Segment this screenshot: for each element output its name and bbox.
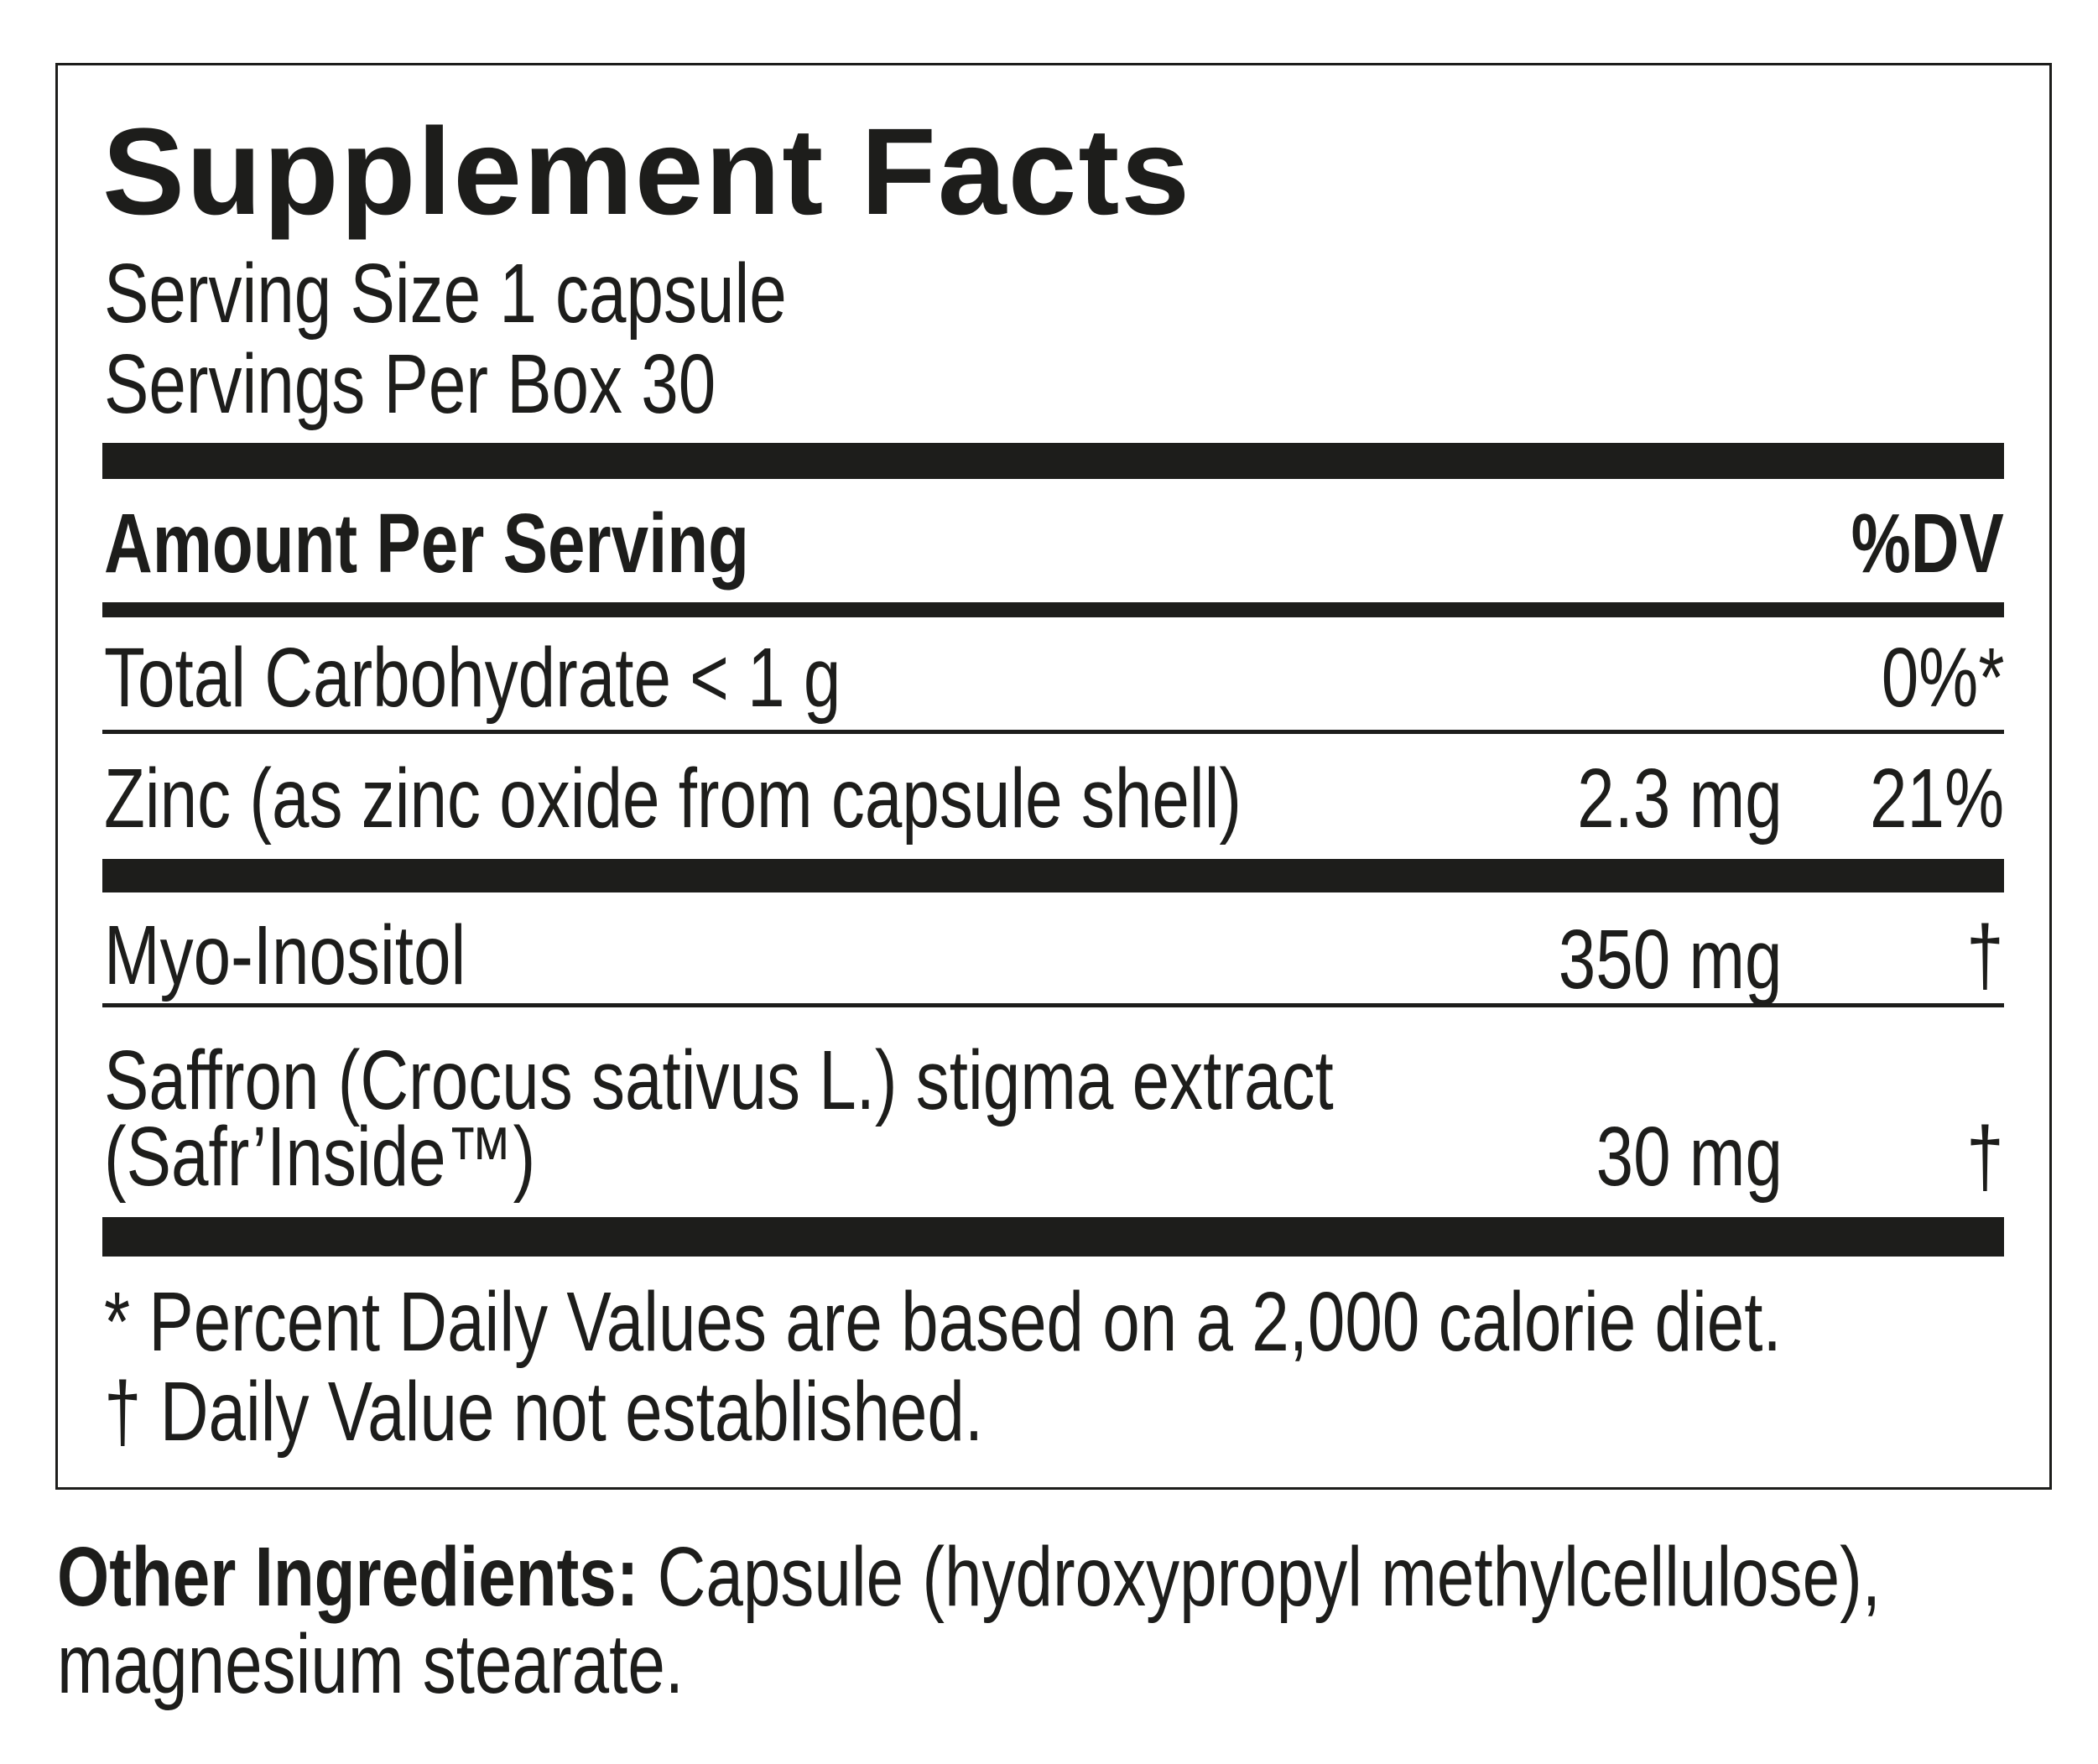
nutrient-name: Total Carbohydrate < 1 g [104,631,841,725]
nutrient-amount: 350 mg [1559,913,1783,1007]
nutrient-dv: † [1966,908,2005,1002]
nutrient-name: Saffron (Crocus sativus L.) stigma extra… [104,1033,1334,1127]
serving-size: Serving Size 1 capsule [104,247,787,341]
nutrient-name: Zinc (as zinc oxide from capsule shell) [104,752,1242,846]
nutrient-amount: 2.3 mg [1577,752,1783,846]
thin-divider [102,1003,2004,1007]
thin-divider [102,730,2004,734]
nutrient-dv: † [1966,1110,2005,1204]
nutrient-name: Myo-Inositol [104,908,466,1002]
supplement-facts-panel [55,63,2052,1490]
thick-divider [102,859,2004,892]
nutrient-dv: 21% [1869,752,2004,846]
medium-divider [102,602,2004,617]
nutrient-dv: 0%* [1881,631,2004,725]
other-ingredients-continued: magnesium stearate. [57,1617,685,1711]
amount-per-serving-header: Amount Per Serving [104,497,750,591]
footnote-daily-values: * Percent Daily Values are based on a 2,… [104,1275,1782,1369]
footnote-dv-not-established: † Daily Value not established. [104,1365,984,1459]
nutrient-name-continued: (Safr’Inside™) [104,1110,536,1204]
other-ingredients-text: Capsule (hydroxypropyl methylcellulose), [638,1530,1882,1624]
thick-divider [102,1217,2004,1257]
nutrient-amount: 30 mg [1596,1110,1783,1204]
servings-per-container: Servings Per Box 30 [104,337,716,431]
other-ingredients: Other Ingredients: Capsule (hydroxypropy… [57,1535,1881,1619]
other-ingredients-label: Other Ingredients: [57,1530,639,1624]
thick-divider [102,443,2004,479]
panel-title: Supplement Facts [102,103,1192,241]
dv-header: %DV [1851,497,2004,591]
